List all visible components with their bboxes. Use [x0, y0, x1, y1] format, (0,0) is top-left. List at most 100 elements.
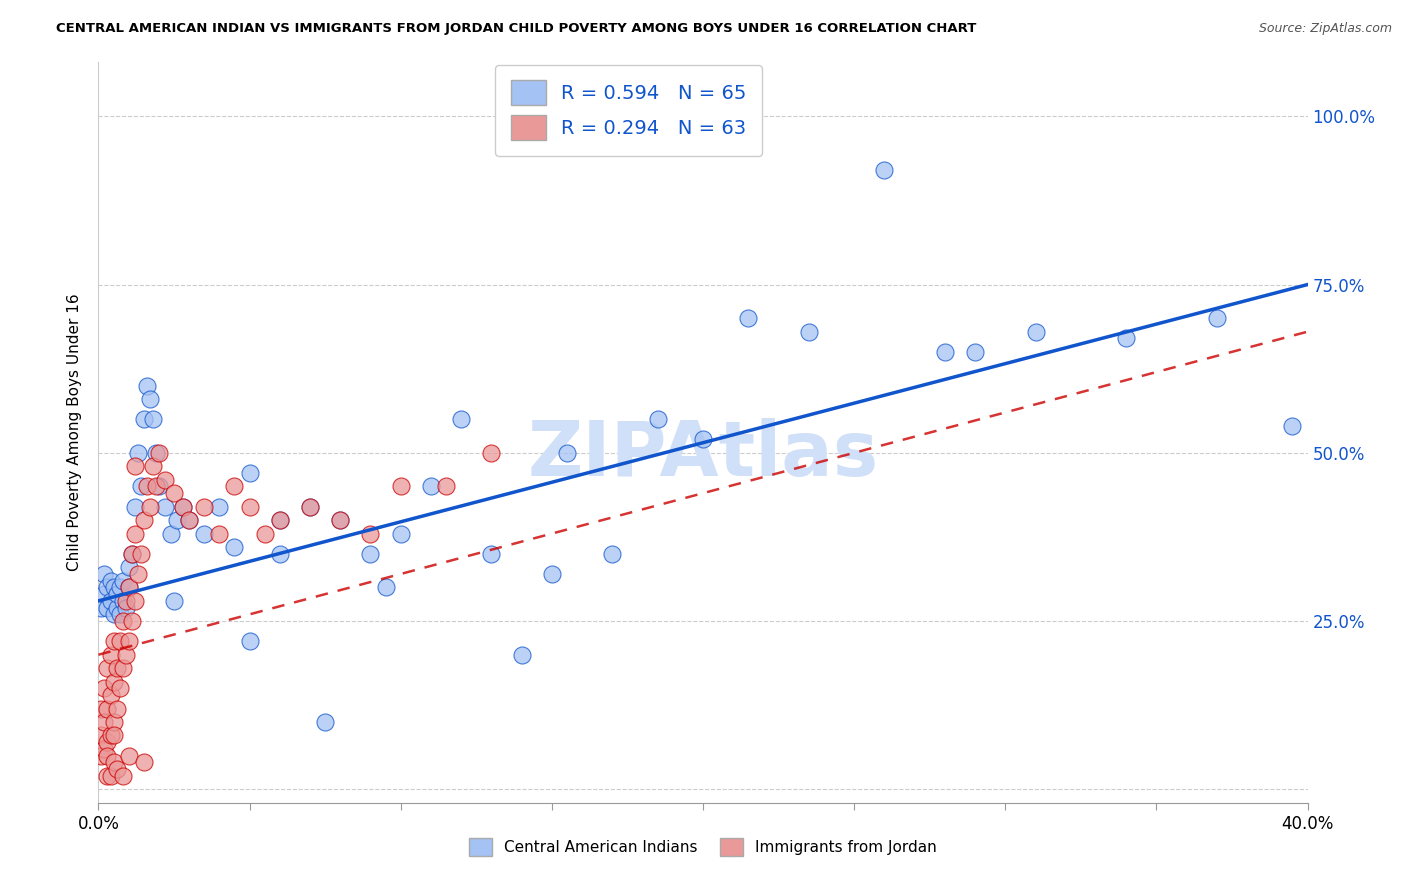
Point [153, 500, 176, 514]
Point [434, 479, 457, 493]
Point [103, 674, 125, 689]
Point [124, 500, 146, 514]
Point [145, 446, 167, 460]
Point [299, 500, 322, 514]
Point [153, 473, 176, 487]
Point [93, 566, 115, 581]
Point [118, 581, 141, 595]
Point [105, 600, 128, 615]
Point [105, 661, 128, 675]
Point [103, 607, 125, 622]
Point [96, 769, 118, 783]
Point [124, 459, 146, 474]
Point [253, 526, 276, 541]
Point [121, 614, 143, 628]
Point [100, 688, 122, 702]
Point [797, 325, 820, 339]
Point [135, 378, 157, 392]
Point [100, 769, 122, 783]
Legend: Central American Indians, Immigrants from Jordan: Central American Indians, Immigrants fro… [463, 832, 943, 862]
Point [111, 661, 134, 675]
Point [1115, 331, 1137, 345]
Point [90, 729, 112, 743]
Point [108, 634, 131, 648]
Point [90, 701, 112, 715]
Point [555, 446, 578, 460]
Point [737, 311, 759, 326]
Point [103, 634, 125, 648]
Point [114, 648, 136, 662]
Point [934, 344, 956, 359]
Point [96, 748, 118, 763]
Point [114, 594, 136, 608]
Y-axis label: Child Poverty Among Boys Under 16: Child Poverty Among Boys Under 16 [67, 293, 83, 572]
Point [129, 479, 152, 493]
Point [100, 594, 122, 608]
Point [239, 500, 262, 514]
Point [108, 581, 131, 595]
Point [239, 634, 262, 648]
Point [166, 513, 188, 527]
Point [105, 587, 128, 601]
Point [139, 392, 162, 406]
Point [111, 769, 134, 783]
Point [239, 466, 262, 480]
Point [100, 574, 122, 588]
Point [148, 446, 170, 460]
Point [389, 526, 412, 541]
Point [481, 446, 503, 460]
Point [510, 648, 533, 662]
Point [965, 344, 987, 359]
Point [124, 594, 146, 608]
Point [132, 412, 155, 426]
Point [105, 762, 128, 776]
Point [179, 513, 201, 527]
Point [93, 714, 115, 729]
Point [118, 634, 141, 648]
Point [103, 756, 125, 770]
Point [269, 547, 291, 561]
Point [124, 526, 146, 541]
Point [111, 574, 134, 588]
Point [145, 479, 167, 493]
Point [111, 614, 134, 628]
Point [1281, 418, 1303, 433]
Point [129, 547, 152, 561]
Point [103, 581, 125, 595]
Text: ZIPAtlas: ZIPAtlas [527, 417, 879, 491]
Point [450, 412, 472, 426]
Point [118, 560, 141, 574]
Text: Source: ZipAtlas.com: Source: ZipAtlas.com [1258, 22, 1392, 36]
Point [96, 581, 118, 595]
Point [374, 581, 396, 595]
Text: CENTRAL AMERICAN INDIAN VS IMMIGRANTS FROM JORDAN CHILD POVERTY AMONG BOYS UNDER: CENTRAL AMERICAN INDIAN VS IMMIGRANTS FR… [56, 22, 977, 36]
Point [100, 729, 122, 743]
Point [208, 500, 231, 514]
Point [142, 459, 165, 474]
Point [96, 600, 118, 615]
Point [163, 486, 186, 500]
Point [1206, 311, 1229, 326]
Point [108, 607, 131, 622]
Point [314, 714, 336, 729]
Point [96, 701, 118, 715]
Point [420, 479, 443, 493]
Point [692, 433, 714, 447]
Point [208, 526, 231, 541]
Point [602, 547, 624, 561]
Point [96, 735, 118, 749]
Point [540, 566, 562, 581]
Point [90, 600, 112, 615]
Point [127, 446, 149, 460]
Point [269, 513, 291, 527]
Point [160, 526, 183, 541]
Point [93, 742, 115, 756]
Point [193, 526, 215, 541]
Point [481, 547, 503, 561]
Point [647, 412, 669, 426]
Point [132, 513, 155, 527]
Point [105, 701, 128, 715]
Point [96, 661, 118, 675]
Point [873, 163, 896, 178]
Point [90, 748, 112, 763]
